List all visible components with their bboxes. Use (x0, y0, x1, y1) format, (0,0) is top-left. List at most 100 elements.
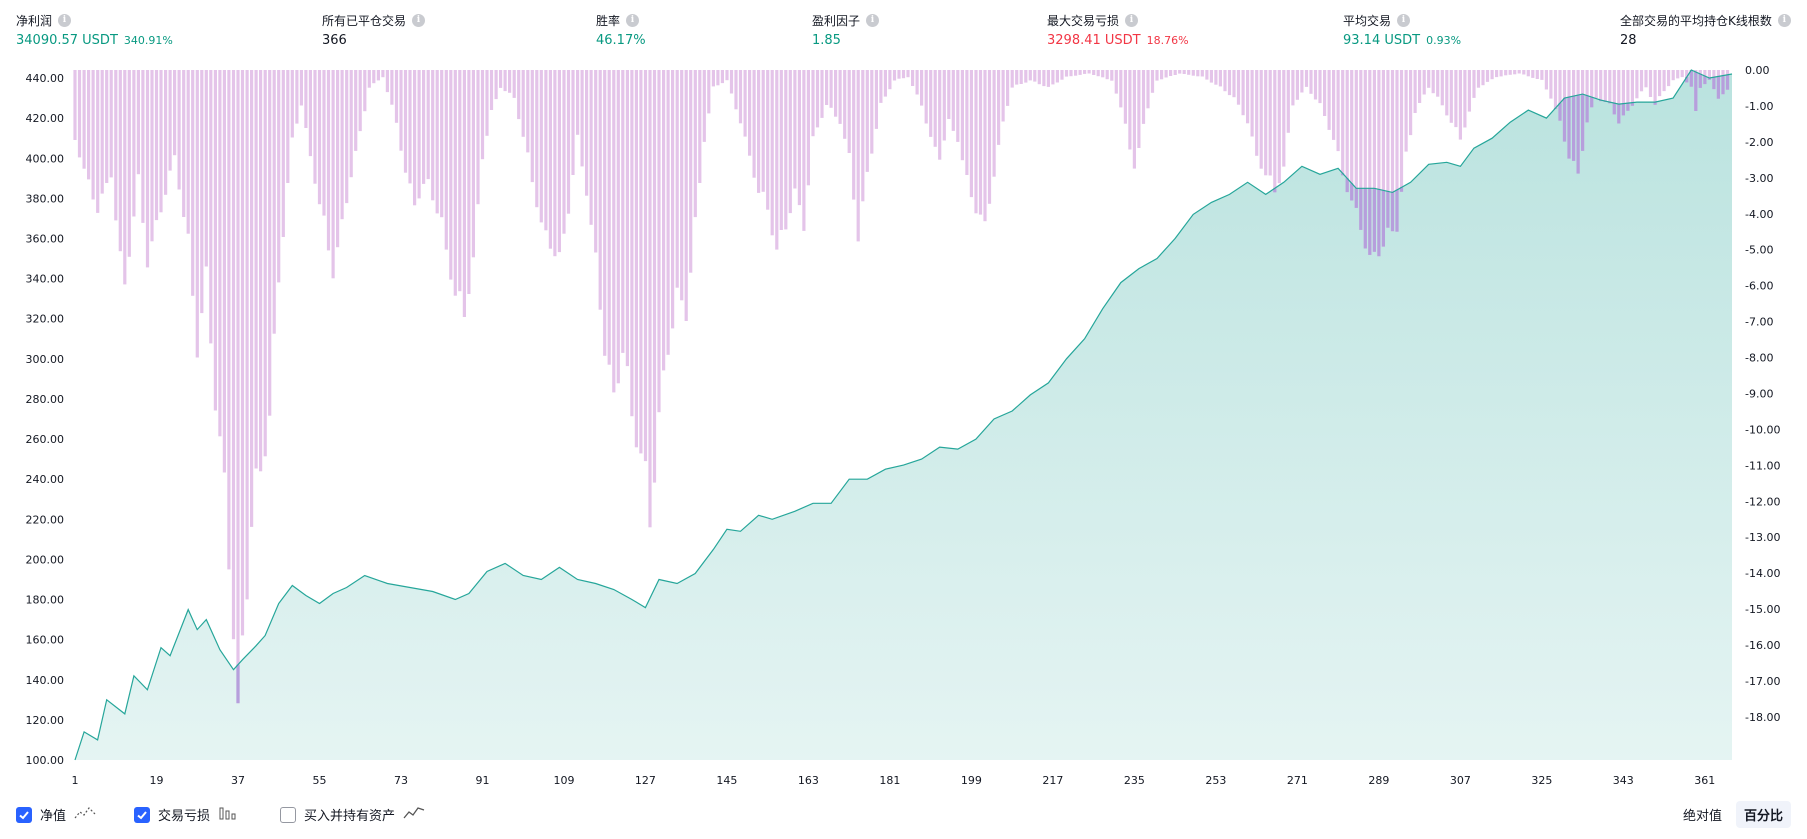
left-axis-tick: 120.00 (26, 714, 65, 727)
drawdown-bar-overlap (1354, 188, 1358, 208)
right-axis-tick: -18.00 (1745, 711, 1780, 724)
drawdown-bar (123, 70, 127, 285)
drawdown-bar (295, 70, 299, 124)
stat-label: 平均交易 (1343, 14, 1392, 28)
drawdown-bar (933, 70, 937, 147)
value-mode-toggle: 绝对值 百分比 (1675, 801, 1791, 828)
drawdown-bar (1590, 70, 1594, 108)
info-icon[interactable]: i (412, 14, 426, 27)
drawdown-bar (272, 70, 276, 334)
right-axis-tick: -15.00 (1745, 603, 1780, 616)
drawdown-bar (1064, 70, 1069, 77)
drawdown-bar (431, 70, 435, 201)
legend-drawdown-label: 交易亏损 (158, 809, 211, 824)
stat-value: 1.85 (812, 33, 841, 48)
drawdown-bar (1137, 70, 1141, 148)
drawdown-bar (1236, 70, 1241, 105)
drawdown-bar (1241, 70, 1245, 116)
drawdown-bar-overlap (1572, 96, 1576, 161)
drawdown-bar (1418, 70, 1422, 103)
drawdown-bar (920, 70, 924, 106)
drawdown-bar (1345, 70, 1349, 193)
drawdown-bar (1132, 70, 1136, 169)
drawdown-bar (1024, 70, 1028, 83)
drawdown-bar (1449, 70, 1453, 123)
left-axis-tick: 300.00 (26, 353, 65, 366)
toggle-percent[interactable]: 百分比 (1735, 801, 1791, 828)
drawdown-bar (978, 70, 983, 215)
drawdown-bar (1436, 70, 1440, 97)
legend-drawdown[interactable]: 交易亏损 (134, 805, 238, 824)
stat-pct: 18.76% (1146, 34, 1189, 47)
drawdown-bar (1250, 70, 1254, 137)
drawdown-bar (974, 70, 978, 214)
drawdown-bar (1196, 70, 1200, 77)
stat-value: 46.17% (596, 33, 646, 48)
legend-buyhold-label: 买入并持有资产 (304, 809, 396, 824)
left-axis-tick: 100.00 (26, 754, 65, 767)
info-icon[interactable]: i (58, 14, 72, 27)
left-axis-tick: 320.00 (26, 313, 65, 326)
drawdown-bar (911, 70, 915, 86)
drawdown-bar (1010, 70, 1014, 88)
toggle-absolute[interactable]: 绝对值 (1682, 809, 1722, 824)
drawdown-bar (1440, 70, 1444, 106)
info-icon[interactable]: i (1397, 14, 1411, 27)
drawdown-bar (680, 70, 684, 301)
drawdown-bar (566, 70, 571, 214)
drawdown-bar (1662, 70, 1666, 92)
drawdown-bar (1110, 70, 1114, 81)
info-icon[interactable]: i (866, 14, 880, 27)
drawdown-bar (1671, 70, 1675, 81)
drawdown-bar-overlap (1590, 97, 1594, 108)
equity-line-group (74, 69, 1733, 761)
equity-chart[interactable]: 100.00 120.00 140.00 160.00 180.00 200.00 220.… (0, 60, 1807, 795)
info-icon[interactable]: i (1125, 14, 1139, 27)
drawdown-bar-overlap (1386, 191, 1390, 228)
drawdown-bar (820, 70, 824, 118)
drawdown-bar (277, 70, 281, 283)
x-axis-tick: 271 (1287, 774, 1308, 787)
checkbox-checked-icon[interactable] (16, 806, 32, 823)
drawdown-bar (1119, 70, 1123, 108)
drawdown-bar (1517, 70, 1521, 74)
drawdown-bar-overlap (1359, 188, 1363, 230)
drawdown-bar-overlap (1626, 103, 1630, 111)
drawdown-bar (1164, 70, 1168, 78)
drawdown-bar (1209, 70, 1213, 83)
drawdown-bar (1363, 70, 1367, 249)
drawdown-bar-overlap (1350, 183, 1354, 201)
legend-equity[interactable]: 净值 (16, 805, 96, 824)
drawdown-bar (354, 70, 358, 151)
drawdown-bar (843, 70, 847, 139)
drawdown-bar (1612, 70, 1616, 115)
drawdown-bar (612, 70, 616, 393)
drawdown-bar (286, 70, 290, 183)
info-icon[interactable]: i (1777, 14, 1791, 27)
right-axis-tick: -5.00 (1745, 244, 1773, 257)
drawdown-bar (987, 70, 992, 204)
right-axis-tick: -1.00 (1745, 100, 1773, 113)
drawdown-bar (838, 70, 842, 124)
drawdown-bar (105, 70, 109, 183)
drawdown-bar (929, 70, 933, 137)
drawdown-bar-overlap (1612, 103, 1616, 115)
drawdown-bar (698, 70, 702, 183)
drawdown-bar (1603, 70, 1607, 102)
right-axis: 0.00 -1.00 -2.00 -3.00 -4.00 -5.00 -6.00 -7.00 -… (1745, 64, 1780, 724)
legend-buy-hold[interactable]: 买入并持有资产 (280, 805, 425, 824)
left-axis-tick: 440.00 (26, 72, 65, 85)
drawdown-bar (879, 70, 883, 103)
right-axis-tick: -12.00 (1745, 495, 1780, 508)
checkbox-unchecked-icon[interactable] (280, 806, 296, 823)
drawdown-bar (1431, 70, 1435, 94)
drawdown-bar (576, 70, 580, 135)
info-icon[interactable]: i (626, 14, 640, 27)
drawdown-bar (648, 70, 652, 528)
drawdown-bar (317, 70, 322, 205)
drawdown-bar (467, 70, 471, 294)
drawdown-bar (200, 70, 204, 314)
drawdown-bar (1544, 70, 1548, 90)
checkbox-checked-icon[interactable] (134, 806, 150, 823)
drawdown-bar (1191, 70, 1195, 76)
